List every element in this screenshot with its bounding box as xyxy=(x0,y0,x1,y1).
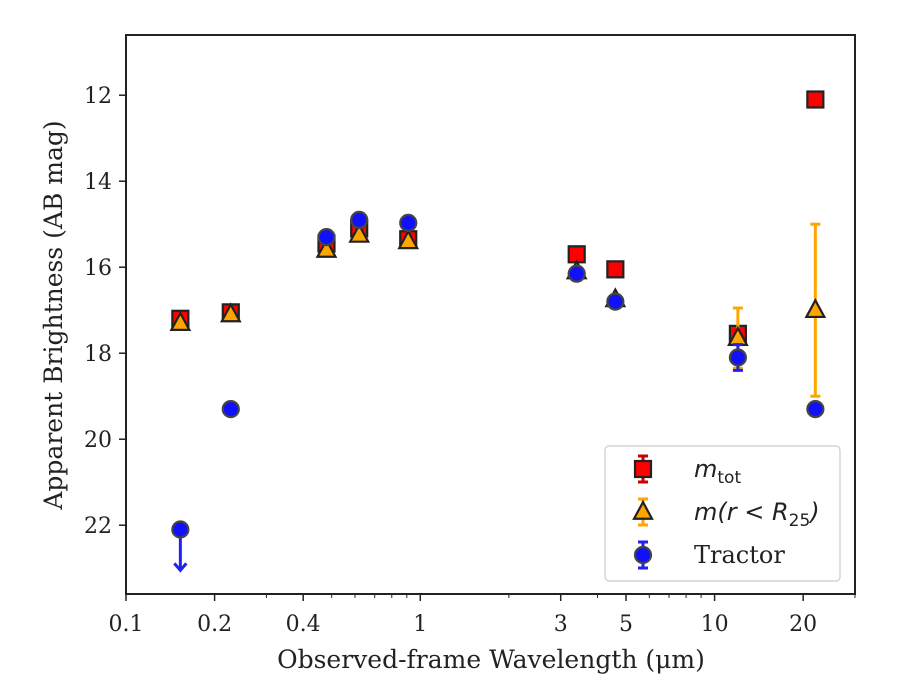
x-tick-label-6: 10 xyxy=(701,612,729,637)
x-axis-title: Observed-frame Wavelength (μm) xyxy=(277,645,705,674)
y-tick-label-5: 22 xyxy=(84,514,112,539)
point-circle-5 xyxy=(567,264,586,283)
legend-box xyxy=(604,445,841,582)
x-axis: 0.1 0.2 0.4 1 3 5 10 20 xyxy=(109,594,856,637)
point-circle-1 xyxy=(221,400,240,419)
point-circle-7 xyxy=(728,348,747,367)
y-tick-label-2: 16 xyxy=(84,256,112,281)
point-triangle-2 xyxy=(315,237,338,258)
point-triangle-8 xyxy=(804,297,827,319)
x-tick-label-1: 0.2 xyxy=(197,612,232,637)
point-square-8 xyxy=(806,90,825,109)
x-tick-label-7: 20 xyxy=(789,612,817,637)
legend-marker-1 xyxy=(632,499,654,520)
y-axis: 12 14 16 18 20 22 xyxy=(84,84,126,539)
x-tick-label-2: 0.4 xyxy=(286,612,321,637)
plot-frame xyxy=(125,34,856,595)
plot-area xyxy=(169,90,827,573)
point-triangle-0 xyxy=(169,310,192,331)
point-circle-2 xyxy=(317,228,336,247)
legend: mtot m(r < R25) Tractor xyxy=(604,445,841,582)
series-0 xyxy=(171,90,825,343)
x-tick-label-4: 3 xyxy=(554,612,568,637)
legend-label-2: Tractor xyxy=(694,541,785,569)
point-circle-8 xyxy=(806,400,825,419)
x-tick-label-5: 5 xyxy=(619,612,633,637)
x-tick-label-3: 1 xyxy=(413,612,427,637)
series-2 xyxy=(171,210,825,573)
upper-limit-arrow xyxy=(173,562,188,573)
legend-marker-0 xyxy=(633,459,653,479)
y-tick-label-3: 18 xyxy=(84,342,112,367)
point-circle-0 xyxy=(171,520,190,539)
point-triangle-3 xyxy=(348,222,371,243)
legend-marker-2 xyxy=(633,545,653,565)
y-tick-label-1: 14 xyxy=(84,170,112,195)
y-axis-title: Apparent Brightness (AB mag) xyxy=(39,120,68,510)
y-tick-label-4: 20 xyxy=(84,428,112,453)
point-circle-3 xyxy=(350,210,369,229)
x-tick-label-0: 0.1 xyxy=(109,612,144,637)
series-1 xyxy=(169,222,827,398)
legend-label-1: m(r < R25) xyxy=(694,498,820,531)
point-triangle-1 xyxy=(219,302,242,323)
point-triangle-4 xyxy=(397,229,420,250)
point-square-6 xyxy=(606,260,625,279)
point-circle-6 xyxy=(606,292,625,311)
y-tick-label-0: 12 xyxy=(84,84,112,109)
point-circle-4 xyxy=(399,213,418,233)
legend-label-0: mtot xyxy=(694,455,741,488)
